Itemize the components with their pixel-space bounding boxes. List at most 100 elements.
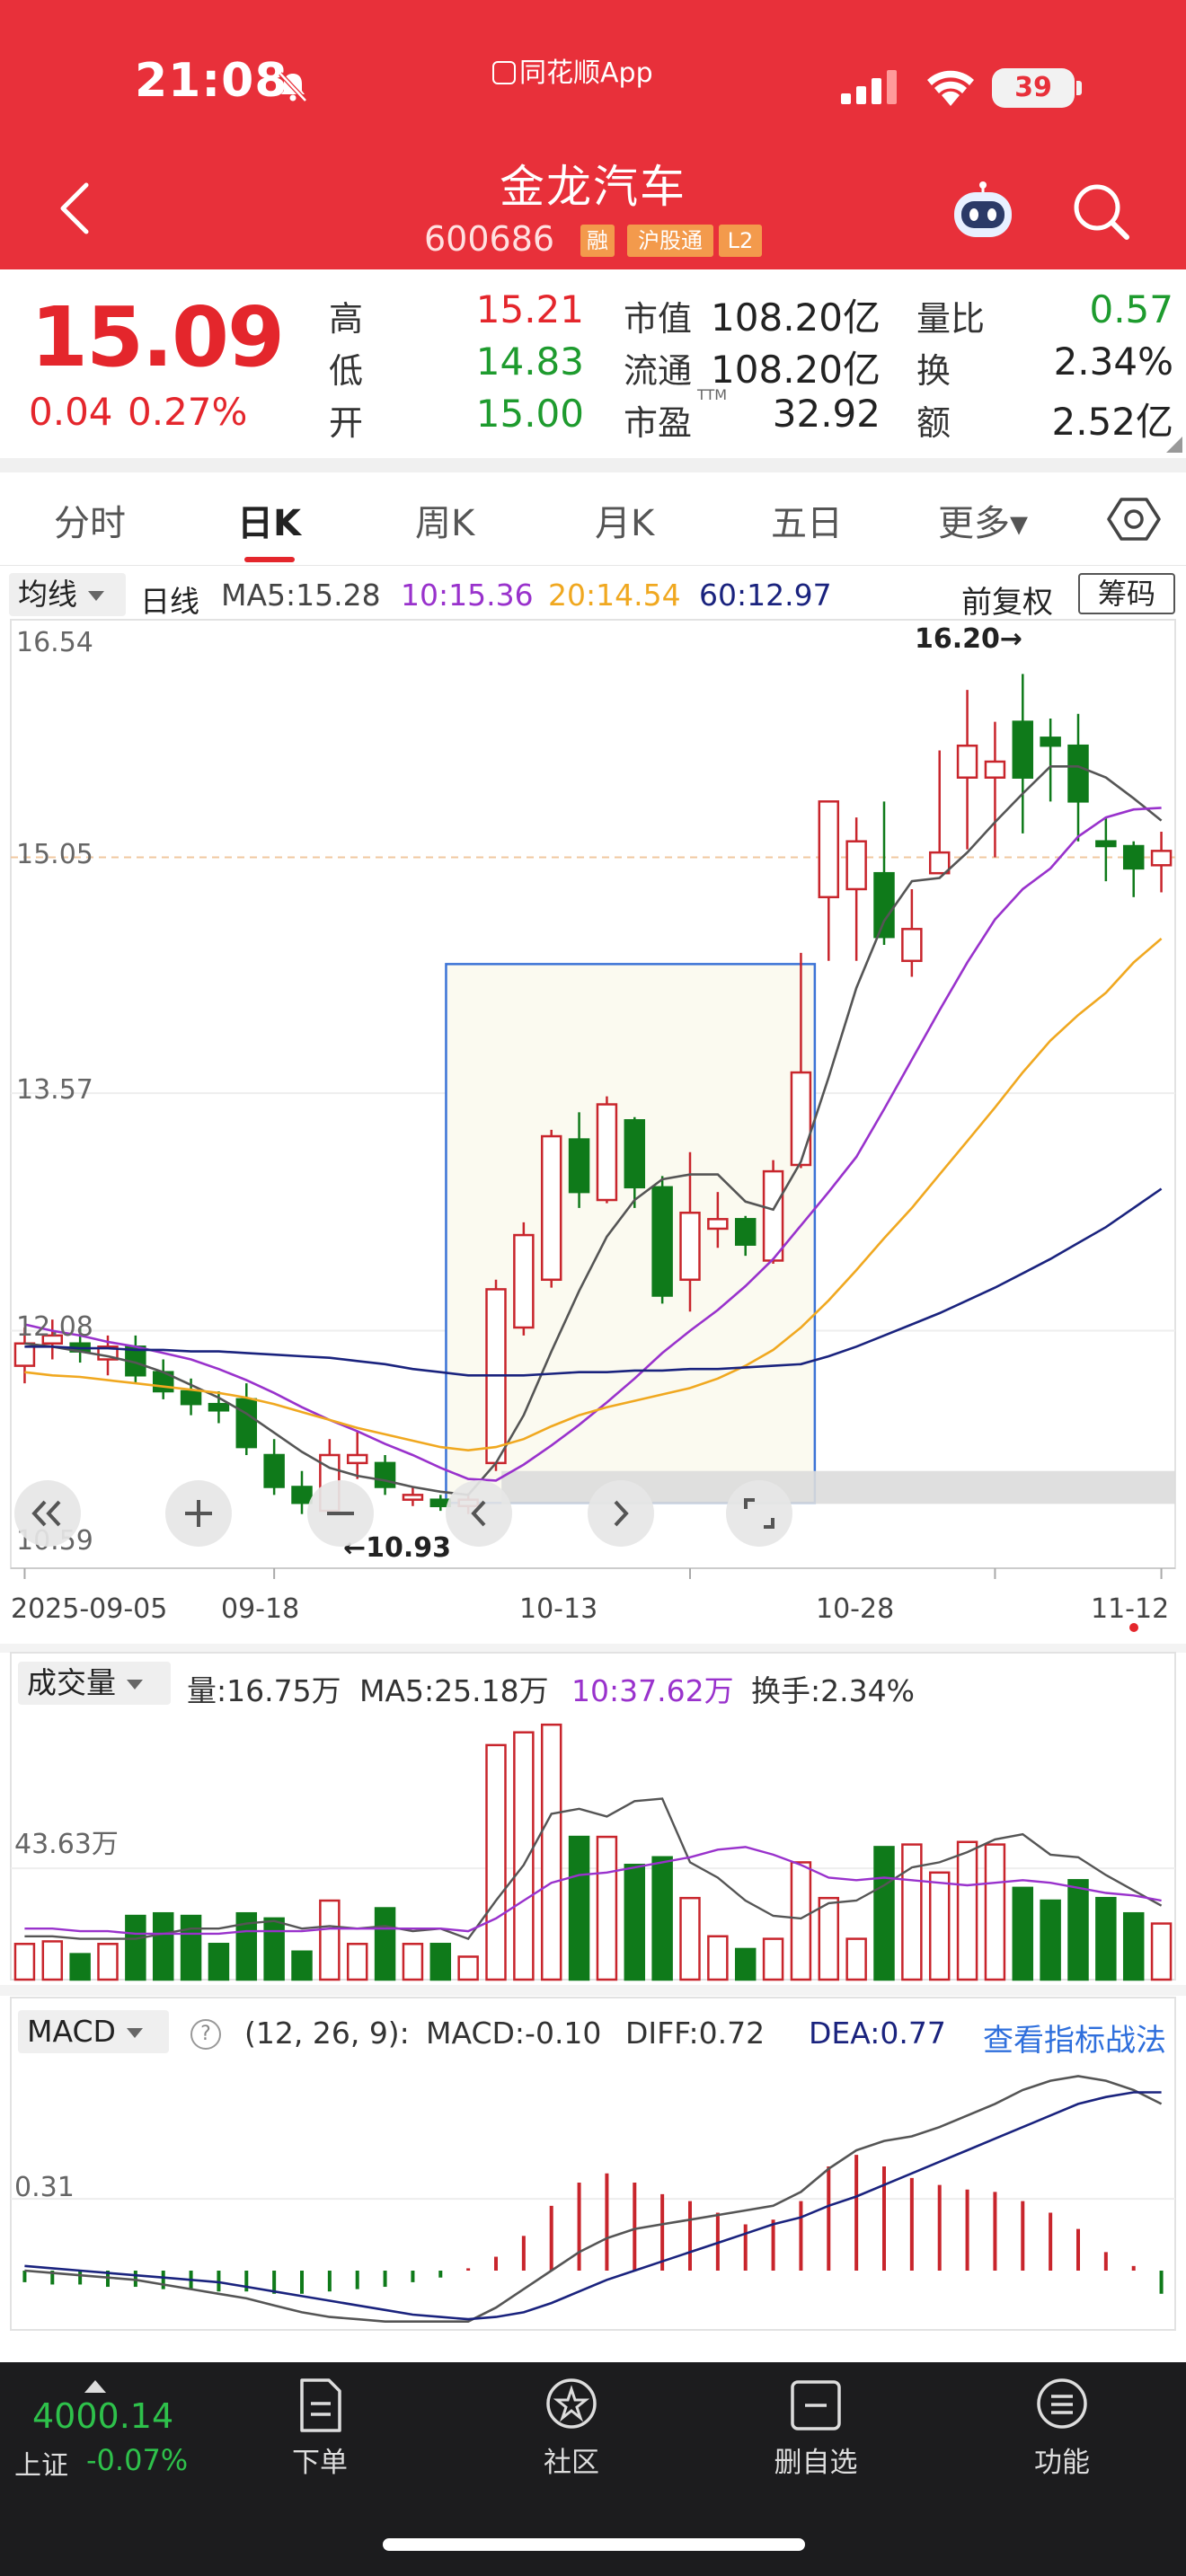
help-icon[interactable]: ? <box>190 2019 221 2050</box>
community-button[interactable]: 社区 <box>509 2377 634 2484</box>
price-change-pct: 0.27% <box>128 390 248 434</box>
volume-ratio-label: 量比 <box>916 299 986 339</box>
ma-line-ma60 <box>24 1187 1163 1377</box>
search-button[interactable] <box>1069 180 1132 243</box>
stock-code: 600686 <box>424 219 555 259</box>
back-button[interactable] <box>54 180 99 237</box>
panel-separator-1 <box>0 1644 1186 1653</box>
tab-monthly-k[interactable]: 月K <box>595 503 655 544</box>
ma-indicator-dropdown[interactable]: 均线 <box>9 573 126 616</box>
tab-five-day[interactable]: 五日 <box>771 503 843 544</box>
pe-value: 32.92 <box>772 392 881 436</box>
ths-logo-icon <box>492 61 516 84</box>
order-document-icon <box>300 2378 341 2432</box>
candle <box>540 1134 562 1282</box>
kline-chart-area[interactable] <box>0 566 1186 2362</box>
community-star-icon <box>546 2378 597 2429</box>
ma-line-ma20 <box>24 938 1163 1452</box>
open-label: 开 <box>329 403 364 443</box>
candle <box>790 1071 812 1167</box>
volume-bar <box>346 1943 368 1981</box>
candle <box>596 1103 618 1202</box>
ai-robot-icon[interactable] <box>949 180 1017 243</box>
zoom-out-full-button[interactable] <box>14 1480 81 1547</box>
volume-bar <box>928 1871 951 1981</box>
order-button[interactable]: 下单 <box>257 2377 383 2484</box>
turnover-label: 换 <box>916 351 951 391</box>
index-change: -0.07% <box>86 2443 189 2477</box>
scroll-left-button[interactable] <box>446 1480 512 1547</box>
candle <box>984 760 1006 779</box>
volume-bar <box>263 1917 285 1981</box>
candle <box>901 928 923 963</box>
tab-intraday[interactable]: 分时 <box>54 503 126 544</box>
volume-bar <box>956 1840 978 1981</box>
volume-bar <box>291 1950 313 1981</box>
fullscreen-button[interactable] <box>726 1480 792 1547</box>
candle <box>845 840 867 891</box>
period-tabs: 分时 日K 周K 月K 五日 更多▾ <box>0 472 1186 566</box>
mktcap-value: 108.20亿 <box>711 296 881 340</box>
candle <box>1012 720 1034 779</box>
adjust-mode-label[interactable]: 前复权 <box>961 585 1053 621</box>
status-time: 21:08 <box>135 54 288 108</box>
battery-indicator: 39 <box>992 68 1075 108</box>
tag-level2[interactable]: L2 <box>719 225 762 257</box>
caret-down-icon <box>127 1680 143 1689</box>
tab-weekly-k[interactable]: 周K <box>415 503 475 544</box>
ma-line-ma5 <box>24 764 1163 1496</box>
volume-bar <box>790 1861 812 1981</box>
bell-muted-icon <box>279 72 307 102</box>
volume-bar <box>1122 1911 1145 1981</box>
candle <box>707 1218 729 1231</box>
functions-button[interactable]: 功能 <box>999 2377 1125 2484</box>
volume-bar <box>513 1731 535 1981</box>
tag-margin[interactable]: 融 <box>580 225 615 257</box>
candle <box>346 1453 368 1465</box>
candle <box>873 871 895 939</box>
volume-bar <box>1067 1879 1089 1981</box>
low-value: 14.83 <box>475 340 584 384</box>
chevron-left-icon <box>471 1500 486 1527</box>
volume-ratio-value: 0.57 <box>1089 287 1173 331</box>
candle <box>41 1334 64 1345</box>
section-separator <box>0 458 1186 472</box>
volume-bar <box>485 1743 507 1981</box>
index-expand-icon[interactable] <box>84 2380 106 2393</box>
date-label-start: 2025-09-05 <box>11 1593 168 1625</box>
volume-bar <box>125 1914 146 1981</box>
volume-bar <box>568 1835 590 1981</box>
tab-more[interactable]: 更多▾ <box>938 503 1029 544</box>
ma20-value: 20:14.54 <box>548 578 681 613</box>
volume-indicator-dropdown[interactable]: 成交量 <box>18 1662 171 1705</box>
candle <box>734 1218 757 1246</box>
volume-bar <box>69 1953 91 1981</box>
candle <box>651 1186 673 1297</box>
scroll-right-button[interactable] <box>588 1480 654 1547</box>
tab-daily-k[interactable]: 日K <box>237 503 301 544</box>
expand-corner-icon[interactable] <box>1166 437 1182 453</box>
volume-bar <box>180 1914 202 1981</box>
volume-bar <box>845 1937 867 1981</box>
chip-distribution-button[interactable]: 筹码 <box>1078 573 1175 614</box>
index-value[interactable]: 4000.14 <box>32 2396 174 2436</box>
remove-watchlist-button[interactable]: 删自选 <box>753 2377 879 2484</box>
volume-bar <box>762 1937 784 1981</box>
chart-settings-icon[interactable] <box>1107 492 1161 546</box>
tag-shanghai-connect[interactable]: 沪股通 <box>627 225 713 257</box>
macd-indicator-dropdown[interactable]: MACD <box>18 2010 169 2053</box>
macd-params: (12, 26, 9): <box>244 2016 410 2051</box>
volume-bar <box>818 1896 840 1981</box>
zoom-in-button[interactable] <box>165 1480 232 1547</box>
view-strategy-link[interactable]: 查看指标战法 <box>983 2023 1166 2059</box>
fullscreen-icon <box>744 1498 774 1529</box>
candle <box>1122 844 1145 870</box>
zoom-out-button[interactable] <box>307 1480 374 1547</box>
candle <box>679 1211 701 1282</box>
volume-bar <box>651 1856 673 1981</box>
last-price: 15.09 <box>31 289 285 385</box>
current-date-dot <box>1129 1623 1138 1632</box>
candle <box>818 800 840 899</box>
candle <box>180 1389 202 1406</box>
volume-bar <box>97 1943 119 1981</box>
